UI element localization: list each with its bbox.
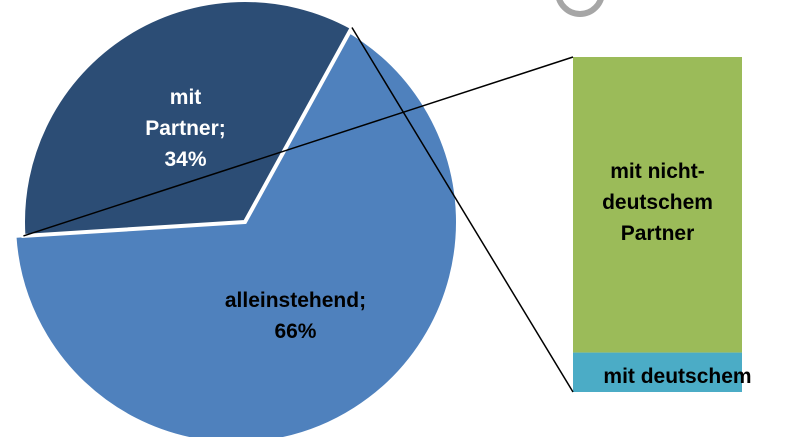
connector xyxy=(23,56,574,237)
bar-segment xyxy=(573,352,742,392)
data-label: alleinstehend; 66% xyxy=(224,288,367,343)
bar-segment xyxy=(573,57,742,353)
data-label: mit nicht-deutschem Partner xyxy=(602,160,713,246)
data-label: mit Partner; 34% xyxy=(145,85,226,171)
pie-slice xyxy=(21,0,355,239)
decoration xyxy=(556,0,604,17)
connector xyxy=(351,27,574,393)
data-label: mit deutschem xyxy=(603,364,752,388)
